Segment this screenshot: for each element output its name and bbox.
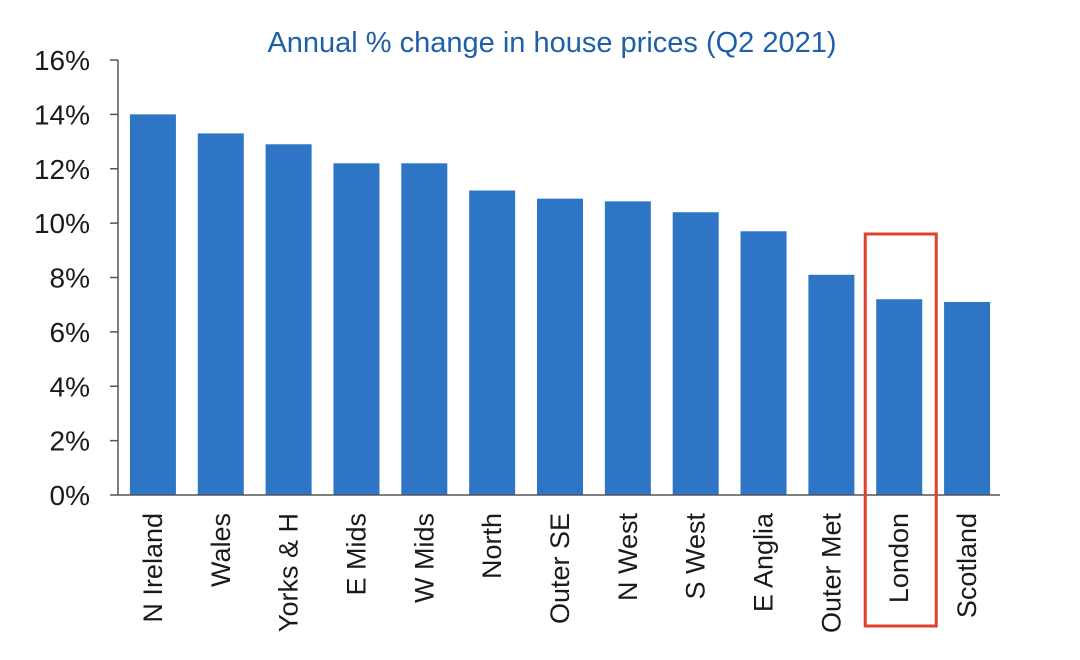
bar: [401, 163, 448, 495]
y-axis: 0% 2% 4% 6% 8% 10% 12% 14% 16%: [34, 45, 119, 511]
bar: [808, 274, 855, 495]
x-tick-label: N West: [613, 513, 643, 602]
bar: [469, 190, 516, 495]
x-tick-label: North: [477, 513, 507, 579]
bar: [333, 163, 380, 495]
x-tick-label: Outer Met: [816, 513, 846, 634]
x-axis: N Ireland Wales Yorks & H E Mids W Mids North…: [118, 494, 1000, 634]
x-tick-label: London: [884, 513, 914, 603]
y-tick-label: 10%: [34, 208, 90, 239]
x-tick-label: Scotland: [952, 513, 982, 618]
y-tick-label: 6%: [50, 317, 90, 348]
bars: [129, 114, 991, 495]
highlight-box: [863, 232, 938, 628]
x-tick-label: N Ireland: [138, 513, 168, 623]
x-tick-label: E Anglia: [749, 512, 779, 612]
y-tick-label: 2%: [50, 426, 90, 457]
y-tick-label: 0%: [50, 480, 90, 511]
y-tick-label: 8%: [50, 263, 90, 294]
x-tick-label: W Mids: [409, 513, 439, 603]
bar: [944, 301, 991, 495]
y-tick-label: 12%: [34, 154, 90, 185]
bar: [197, 133, 244, 495]
x-tick-label: S West: [681, 513, 711, 600]
annotations: [863, 232, 938, 628]
x-tick-label: E Mids: [341, 513, 371, 596]
x-tick-label: Outer SE: [545, 513, 575, 624]
bar: [672, 212, 719, 495]
bar: [129, 114, 176, 495]
y-tick-label: 14%: [34, 99, 90, 130]
x-tick-label: Wales: [206, 513, 236, 587]
y-tick-label: 4%: [50, 371, 90, 402]
bar: [740, 231, 787, 495]
y-tick-label: 16%: [34, 45, 90, 76]
bar: [876, 299, 923, 495]
x-tick-label: Yorks & H: [274, 513, 304, 632]
bar: [265, 144, 312, 495]
bar: [604, 201, 651, 495]
bar: [537, 198, 583, 495]
chart-title: Annual % change in house prices (Q2 2021…: [267, 27, 836, 59]
